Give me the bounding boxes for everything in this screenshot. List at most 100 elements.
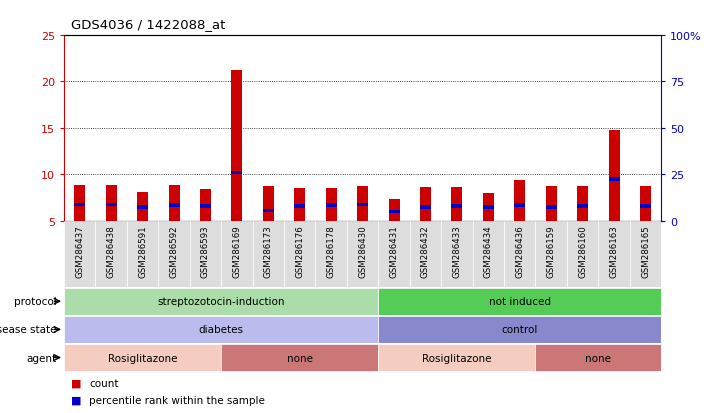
Bar bbox=[190, 221, 221, 287]
Bar bbox=[378, 288, 661, 315]
Bar bbox=[410, 221, 442, 287]
Text: GSM286163: GSM286163 bbox=[609, 225, 619, 277]
Bar bbox=[388, 199, 400, 221]
Bar bbox=[514, 204, 525, 207]
Text: diabetes: diabetes bbox=[198, 325, 244, 335]
Text: ■: ■ bbox=[71, 378, 82, 388]
Bar bbox=[200, 205, 211, 208]
Bar bbox=[442, 221, 473, 287]
Bar bbox=[252, 221, 284, 287]
Text: GSM286430: GSM286430 bbox=[358, 225, 367, 277]
Bar bbox=[378, 221, 410, 287]
Bar bbox=[483, 206, 494, 209]
Text: GSM286159: GSM286159 bbox=[547, 225, 556, 277]
Bar bbox=[514, 180, 525, 221]
Bar bbox=[159, 221, 190, 287]
Text: not induced: not induced bbox=[488, 297, 551, 306]
Bar bbox=[127, 221, 159, 287]
Text: GSM286165: GSM286165 bbox=[641, 225, 650, 277]
Text: none: none bbox=[287, 353, 313, 363]
Bar bbox=[609, 178, 619, 181]
Text: percentile rank within the sample: percentile rank within the sample bbox=[89, 394, 264, 405]
Text: control: control bbox=[501, 325, 538, 335]
Bar bbox=[640, 205, 651, 208]
Text: count: count bbox=[89, 378, 118, 388]
Bar bbox=[221, 221, 252, 287]
Text: GDS4036 / 1422088_at: GDS4036 / 1422088_at bbox=[71, 19, 225, 31]
Bar bbox=[451, 188, 462, 221]
Text: streptozotocin-induction: streptozotocin-induction bbox=[157, 297, 285, 306]
Text: agent: agent bbox=[27, 353, 57, 363]
Bar bbox=[64, 316, 378, 343]
Bar bbox=[95, 221, 127, 287]
Bar bbox=[169, 185, 179, 221]
Text: Rosiglitazone: Rosiglitazone bbox=[422, 353, 492, 363]
Bar bbox=[609, 131, 619, 221]
Text: GSM286592: GSM286592 bbox=[169, 225, 178, 277]
Text: ■: ■ bbox=[71, 394, 82, 405]
Bar bbox=[106, 203, 117, 206]
Bar bbox=[284, 221, 316, 287]
Bar bbox=[483, 193, 494, 221]
Bar bbox=[640, 187, 651, 221]
Bar bbox=[347, 221, 378, 287]
Bar bbox=[231, 171, 242, 175]
Text: GSM286593: GSM286593 bbox=[201, 225, 210, 277]
Bar bbox=[326, 189, 337, 221]
Text: GSM286160: GSM286160 bbox=[578, 225, 587, 277]
Text: protocol: protocol bbox=[14, 297, 57, 306]
Bar bbox=[263, 187, 274, 221]
Text: GSM286176: GSM286176 bbox=[295, 225, 304, 277]
Text: GSM286169: GSM286169 bbox=[232, 225, 241, 277]
Bar bbox=[378, 344, 535, 371]
Text: disease state: disease state bbox=[0, 325, 57, 335]
Bar bbox=[535, 344, 661, 371]
Bar bbox=[64, 288, 378, 315]
Text: GSM286437: GSM286437 bbox=[75, 225, 84, 277]
Bar bbox=[316, 221, 347, 287]
Text: GSM286433: GSM286433 bbox=[452, 225, 461, 277]
Text: Rosiglitazone: Rosiglitazone bbox=[108, 353, 177, 363]
Text: none: none bbox=[585, 353, 611, 363]
Bar bbox=[221, 344, 378, 371]
Bar bbox=[378, 316, 661, 343]
Bar bbox=[137, 192, 148, 221]
Bar bbox=[106, 185, 117, 221]
Bar bbox=[535, 221, 567, 287]
Bar bbox=[357, 203, 368, 206]
Bar bbox=[546, 187, 557, 221]
Bar bbox=[451, 205, 462, 208]
Bar bbox=[577, 205, 588, 208]
Bar bbox=[567, 221, 599, 287]
Bar bbox=[263, 209, 274, 213]
Bar bbox=[388, 211, 400, 214]
Bar bbox=[577, 187, 588, 221]
Bar bbox=[294, 205, 305, 208]
Text: GSM286432: GSM286432 bbox=[421, 225, 430, 277]
Bar bbox=[420, 206, 431, 209]
Text: GSM286434: GSM286434 bbox=[484, 225, 493, 277]
Bar bbox=[504, 221, 535, 287]
Bar bbox=[74, 203, 85, 206]
Bar bbox=[169, 204, 179, 207]
Bar bbox=[231, 71, 242, 221]
Bar bbox=[74, 185, 85, 221]
Bar bbox=[599, 221, 630, 287]
Bar bbox=[137, 206, 148, 209]
Bar bbox=[420, 188, 431, 221]
Bar bbox=[630, 221, 661, 287]
Bar bbox=[294, 189, 305, 221]
Text: GSM286591: GSM286591 bbox=[138, 225, 147, 277]
Text: GSM286438: GSM286438 bbox=[107, 225, 116, 277]
Bar bbox=[200, 190, 211, 221]
Text: GSM286173: GSM286173 bbox=[264, 225, 273, 277]
Bar bbox=[546, 206, 557, 209]
Text: GSM286431: GSM286431 bbox=[390, 225, 399, 277]
Bar bbox=[357, 187, 368, 221]
Text: GSM286178: GSM286178 bbox=[326, 225, 336, 277]
Text: GSM286436: GSM286436 bbox=[515, 225, 524, 277]
Bar bbox=[64, 221, 95, 287]
Bar bbox=[473, 221, 504, 287]
Bar bbox=[64, 344, 221, 371]
Bar bbox=[326, 204, 337, 207]
